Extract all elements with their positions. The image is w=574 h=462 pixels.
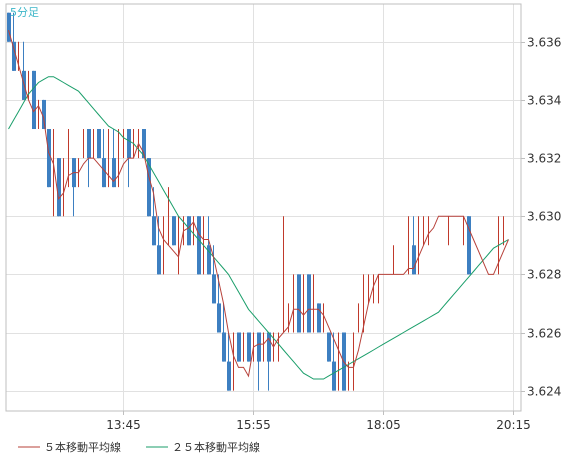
x-tick-label: 15:55 <box>236 418 271 432</box>
candle-body-down <box>157 245 161 275</box>
candle-body-down <box>97 129 101 159</box>
x-tick-label: 20:15 <box>496 418 531 432</box>
candle-body-down <box>152 216 156 246</box>
candle-body-down <box>32 70 36 130</box>
y-tick-label: 3.636 <box>527 36 561 50</box>
candle-body-down <box>467 216 471 275</box>
legend-ma25-label: ２５本移動平均線 <box>172 440 260 454</box>
candle-body-down <box>172 216 176 246</box>
candle-body-down <box>237 332 241 362</box>
candle-body-down <box>47 129 51 188</box>
candle-body-down <box>247 332 251 362</box>
candle-body-down <box>12 41 16 71</box>
x-axis-ticks: 13:45 15:55 18:05 20:15 <box>106 411 531 432</box>
candle-body-down <box>297 274 301 333</box>
y-tick-label: 3.630 <box>527 210 561 224</box>
y-tick-label: 3.632 <box>527 152 561 166</box>
candle-body-down <box>197 216 201 275</box>
candle-body-down <box>207 245 211 275</box>
plot-frame <box>5 3 522 412</box>
legend-ma5-label: ５本移動平均線 <box>44 440 121 454</box>
ma5-line <box>8 30 509 378</box>
timeframe-label: 5分足 <box>10 6 39 19</box>
candle-body-down <box>227 361 231 391</box>
y-tick-label: 3.628 <box>527 268 561 282</box>
candle-body-down <box>212 274 216 304</box>
candle-body-down <box>147 158 151 217</box>
candle-body-down <box>327 332 331 362</box>
candle-body-down <box>142 129 146 159</box>
candle-body-down <box>307 274 311 333</box>
y-tick-label: 3.634 <box>527 94 561 108</box>
y-tick-label: 3.626 <box>527 327 561 341</box>
candle-body-down <box>102 158 106 188</box>
grid-lines <box>6 4 521 411</box>
candle-body-down <box>127 129 131 159</box>
candle-body-down <box>332 361 336 391</box>
candle-body-down <box>112 158 116 188</box>
candle-body-down <box>222 332 226 362</box>
y-axis-ticks: 3.624 3.626 3.628 3.630 3.632 3.634 3.636 <box>521 36 561 399</box>
x-tick-label: 18:05 <box>366 418 401 432</box>
candle-body-down <box>87 129 91 159</box>
legend: ５本移動平均線 ２５本移動平均線 <box>18 440 260 454</box>
y-tick-label: 3.624 <box>527 385 561 399</box>
ma25-line <box>8 76 509 380</box>
candle-body-down <box>267 332 271 362</box>
candle-body-down <box>57 158 61 217</box>
candle-body-down <box>257 332 261 362</box>
candle-body-down <box>42 99 46 130</box>
candle-body-down <box>412 245 416 275</box>
x-tick-label: 13:45 <box>106 418 141 432</box>
candle-body-down <box>217 303 221 333</box>
candle-body-down <box>317 303 321 333</box>
candle-body-down <box>187 216 191 246</box>
candle-body-down <box>7 12 11 42</box>
